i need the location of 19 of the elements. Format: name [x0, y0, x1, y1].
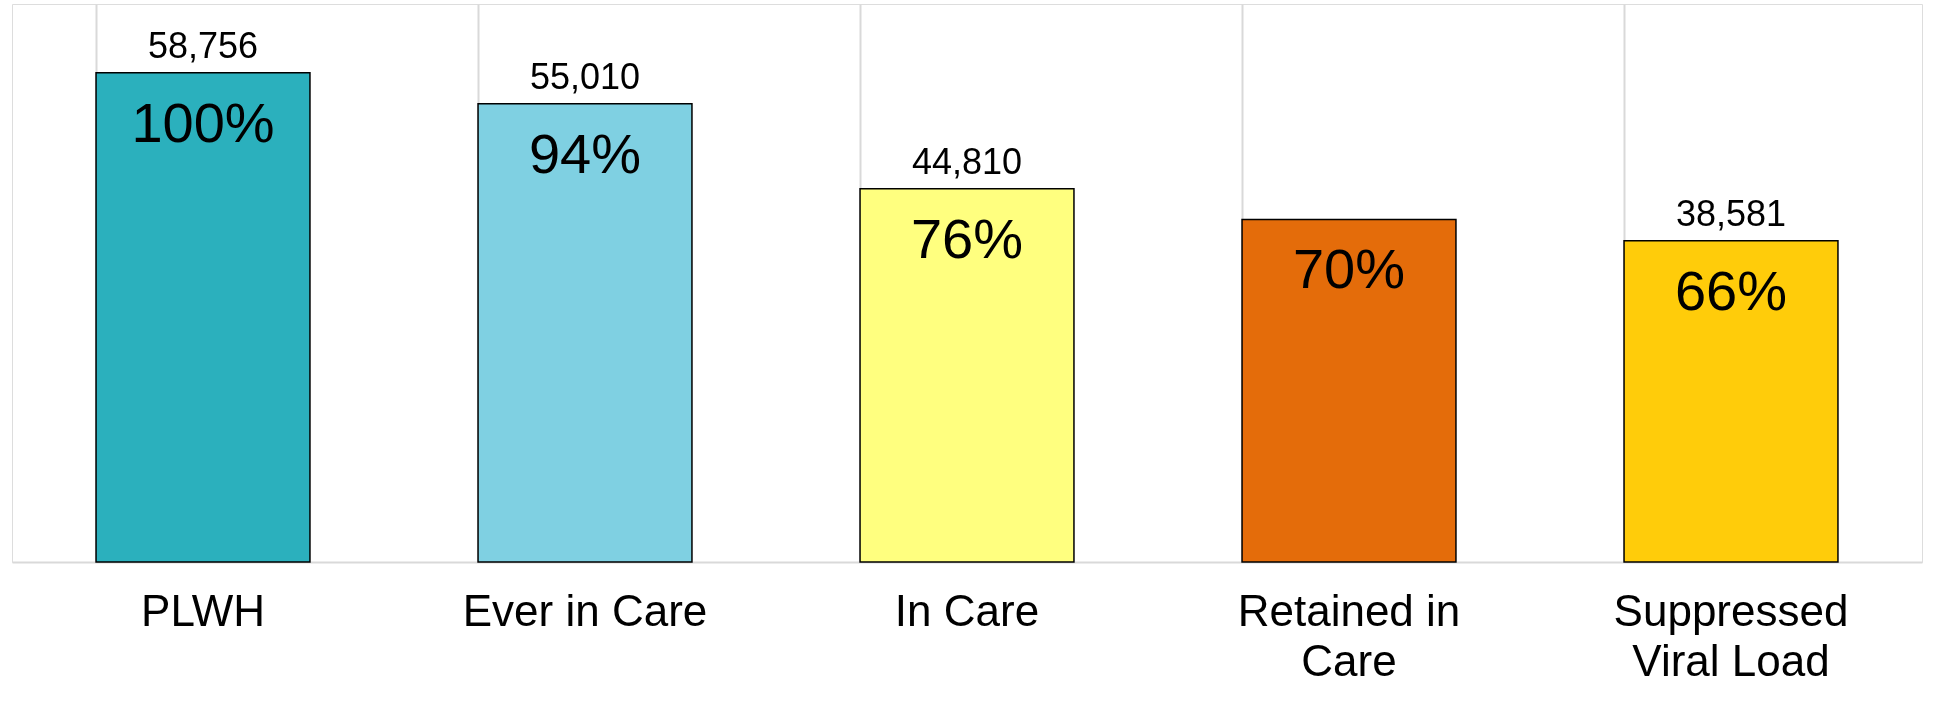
annotation: 66% — [1674, 258, 1788, 322]
annotation: 76% — [910, 206, 1024, 270]
bar — [859, 188, 1075, 563]
x-tick-label: Ever in Care — [462, 585, 708, 635]
x-tick-label: PLWH — [141, 585, 265, 635]
annotation: 100% — [131, 90, 275, 154]
data-label: 58,756 — [147, 24, 259, 66]
bar — [95, 71, 311, 563]
x-tick-label: Suppressed Viral Load — [1613, 585, 1849, 685]
data-label: 38,581 — [1675, 192, 1787, 234]
x-tick-label: In Care — [894, 585, 1040, 635]
bar — [477, 103, 693, 563]
annotation: 70% — [1292, 237, 1406, 301]
data-label: 44,810 — [911, 140, 1023, 182]
data-label: 55,010 — [529, 55, 641, 97]
bar — [1623, 239, 1839, 563]
annotation: 94% — [528, 121, 642, 185]
x-tick-label: Retained in Care — [1237, 585, 1461, 685]
bar — [1241, 218, 1457, 563]
